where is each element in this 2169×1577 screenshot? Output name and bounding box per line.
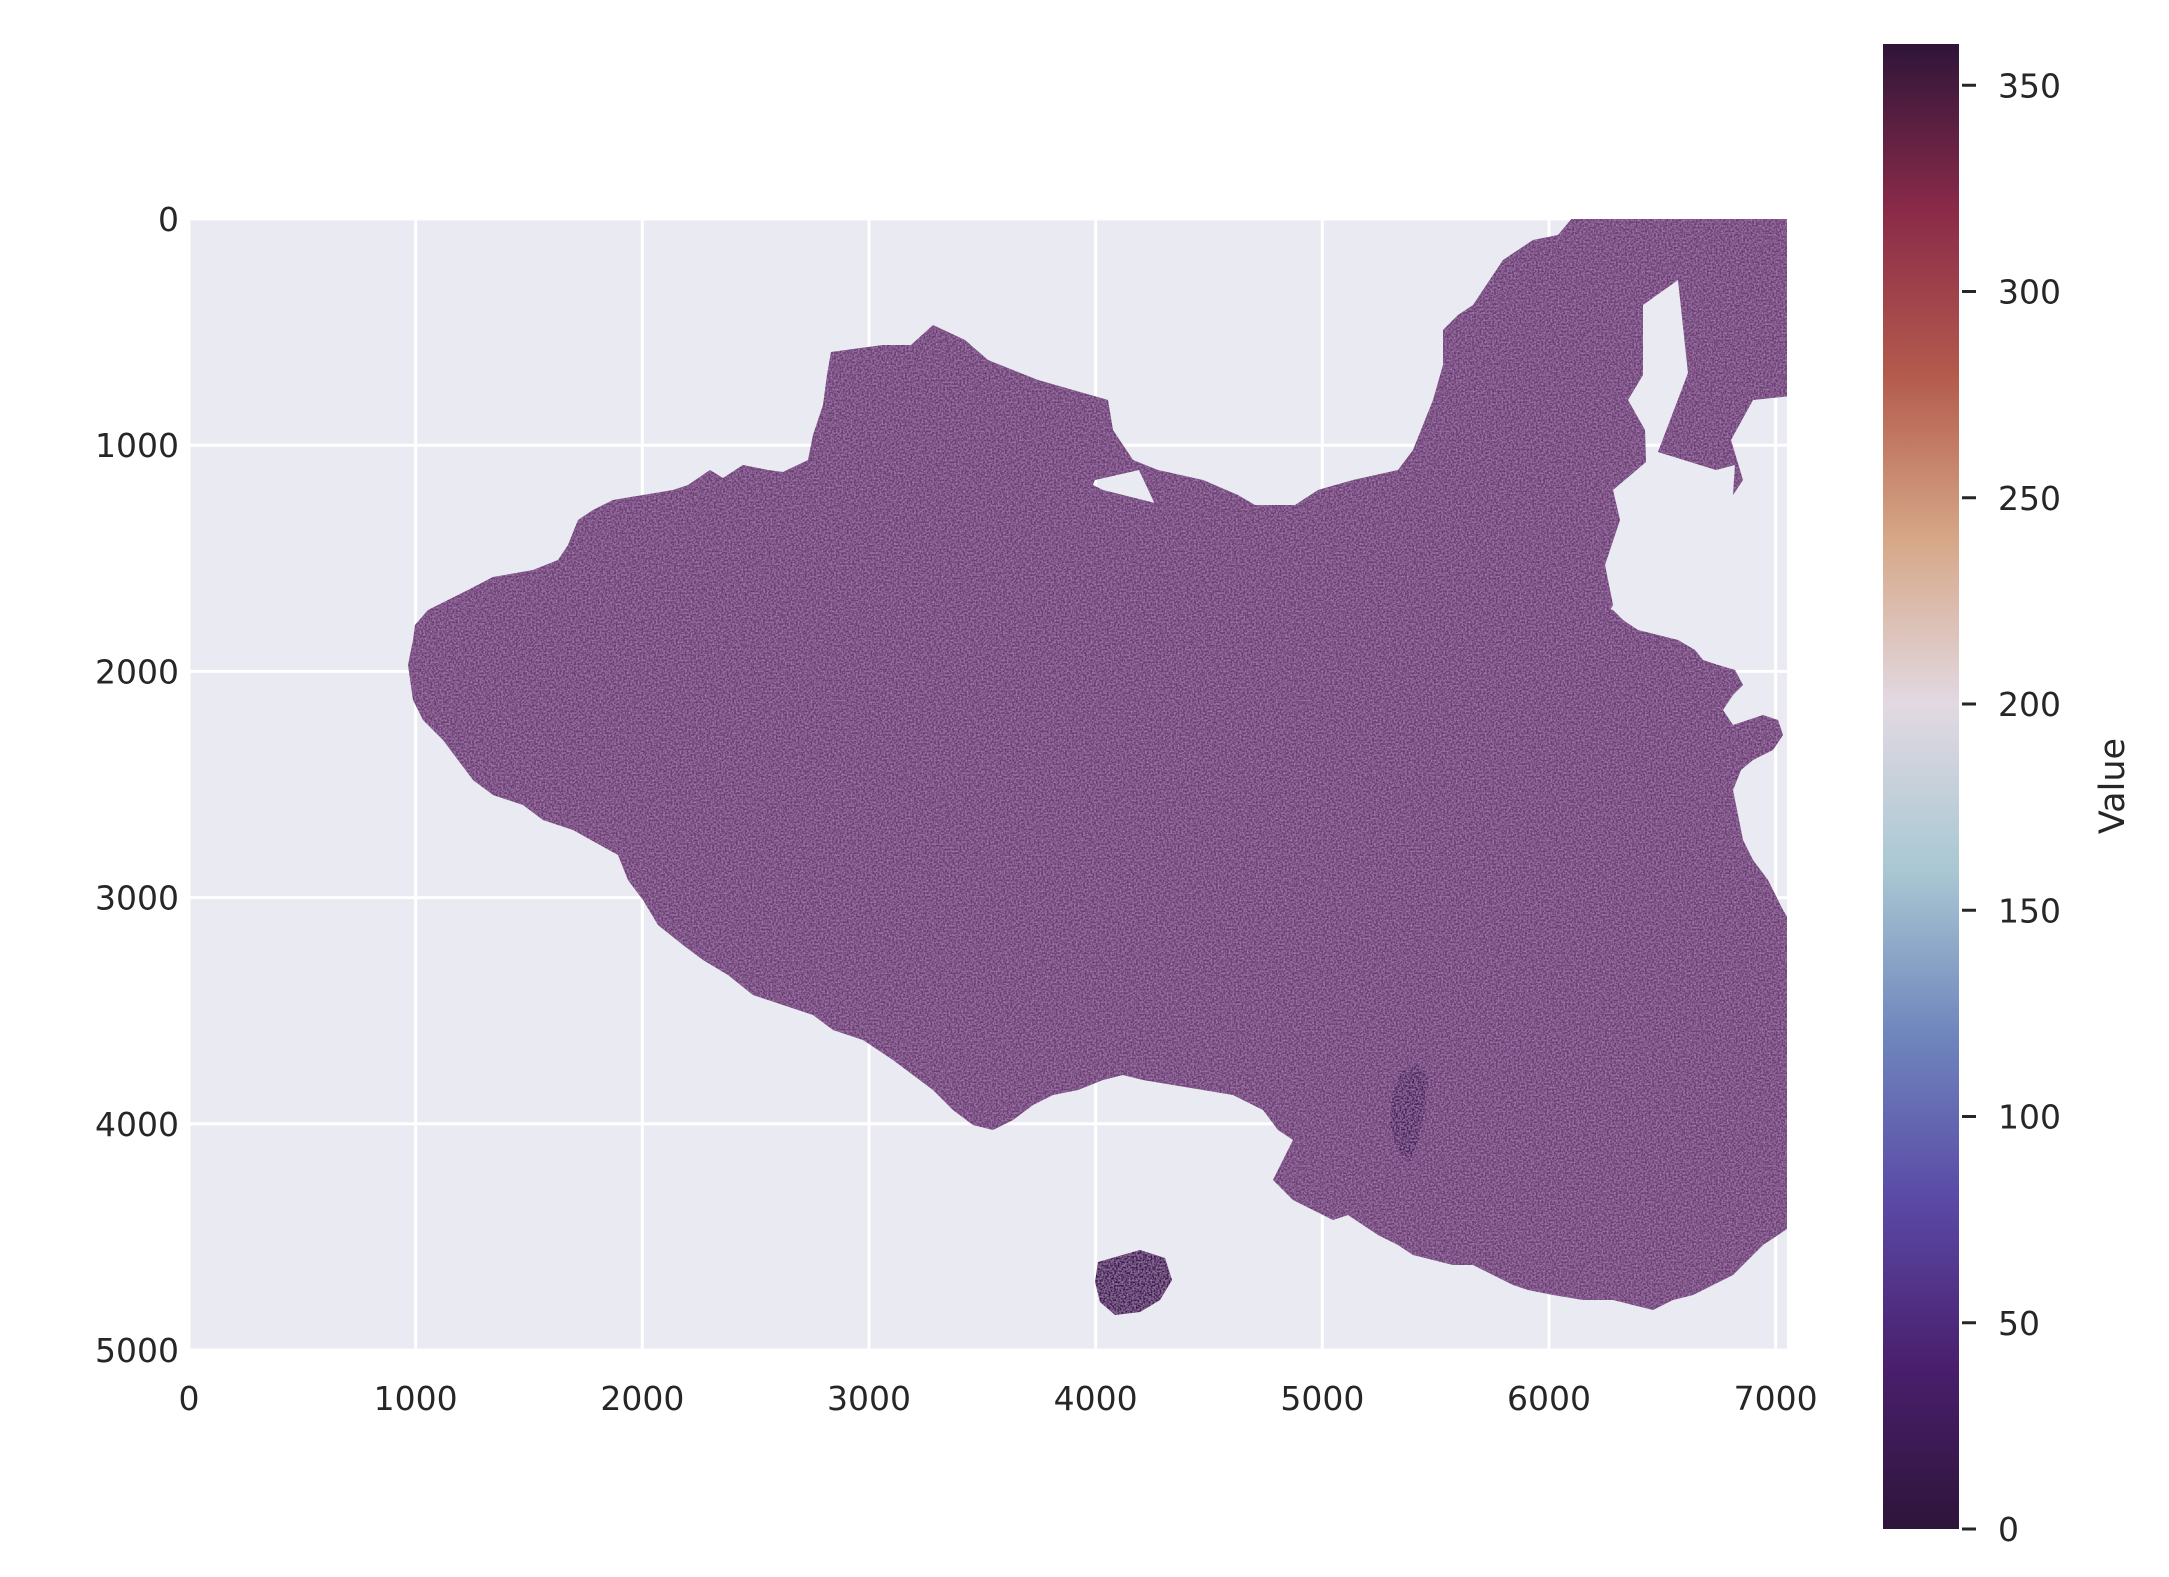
colorbar-tick-label: 300	[1998, 273, 2061, 312]
x-tick-label: 2000	[600, 1379, 684, 1418]
map-raster	[408, 219, 1787, 1315]
hainan-island	[1095, 1250, 1172, 1315]
colorbar-tick-label: 250	[1998, 479, 2061, 518]
colorbar	[1883, 44, 1959, 1529]
x-tick-label: 1000	[374, 1379, 458, 1418]
y-axis-tick-labels: 0 1000 2000 3000 4000 5000	[95, 200, 179, 1370]
y-tick-label: 3000	[95, 879, 179, 918]
colorbar-tick-label: 350	[1998, 66, 2061, 105]
x-tick-label: 5000	[1280, 1379, 1364, 1418]
y-tick-label: 5000	[95, 1331, 179, 1370]
colorbar-tick-label: 150	[1998, 891, 2061, 930]
y-tick-label: 2000	[95, 652, 179, 691]
y-tick-label: 0	[158, 200, 179, 239]
y-tick-label: 1000	[95, 426, 179, 465]
mainland-region	[408, 219, 1787, 1310]
colorbar-tick-label: 0	[1998, 1510, 2019, 1549]
taiwan-island	[1390, 1065, 1428, 1162]
colorbar-tick-label: 50	[1998, 1304, 2040, 1343]
colorbar-label: Value	[2093, 738, 2133, 834]
x-tick-label: 7000	[1734, 1379, 1818, 1418]
colorbar-tick-label: 200	[1998, 685, 2061, 724]
colorbar-tick-label: 100	[1998, 1098, 2061, 1137]
x-tick-label: 6000	[1507, 1379, 1591, 1418]
x-tick-label: 3000	[827, 1379, 911, 1418]
y-tick-label: 4000	[95, 1105, 179, 1144]
x-tick-label: 4000	[1054, 1379, 1138, 1418]
x-axis-tick-labels: 0 1000 2000 3000 4000 5000 6000 7000	[179, 1379, 1818, 1418]
x-tick-label: 0	[179, 1379, 200, 1418]
colorbar-ticks: 0 50 100 150 200 250 300 350	[1962, 66, 2061, 1549]
